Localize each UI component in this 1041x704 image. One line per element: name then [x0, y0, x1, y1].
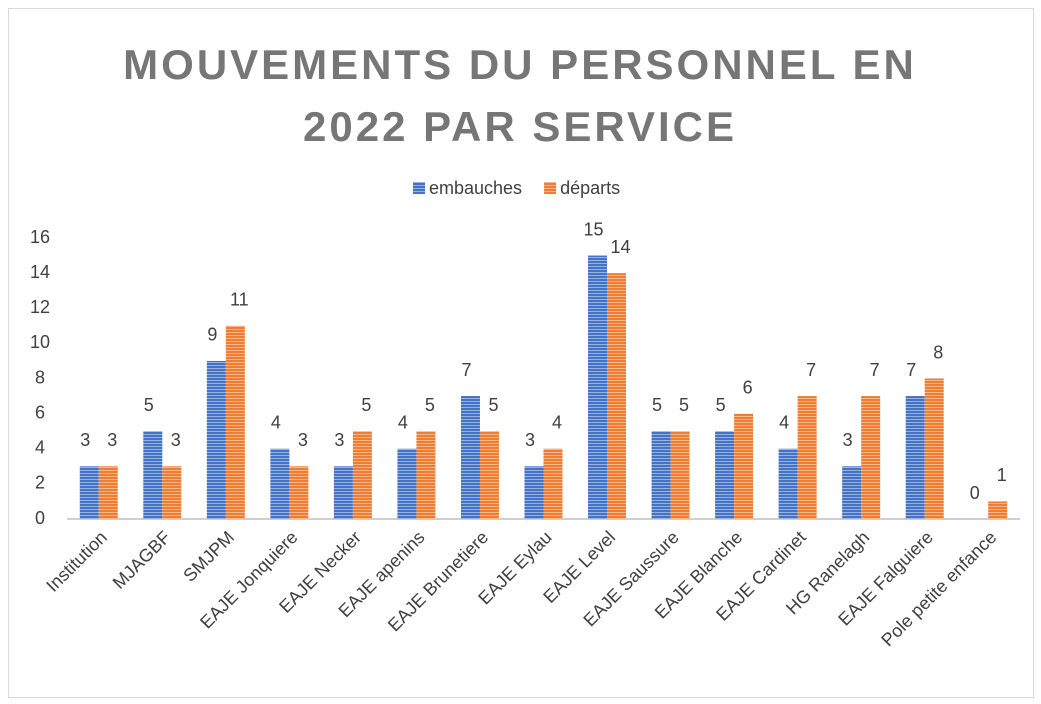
value-label: 7 — [870, 360, 880, 380]
bar — [651, 431, 671, 519]
bar — [479, 431, 499, 519]
value-label: 4 — [779, 413, 789, 433]
bar — [524, 466, 544, 519]
x-tick-label: Institution — [42, 527, 111, 596]
bar — [98, 466, 118, 519]
y-tick-label: 10 — [30, 332, 50, 352]
bar — [607, 273, 627, 519]
y-tick-label: 2 — [35, 473, 45, 493]
value-label: 5 — [652, 395, 662, 415]
bar — [543, 448, 563, 519]
bar — [79, 466, 99, 519]
value-label: 5 — [361, 395, 371, 415]
bar — [670, 431, 690, 519]
value-label: 7 — [806, 360, 816, 380]
y-tick-label: 8 — [35, 367, 45, 387]
value-label: 11 — [230, 290, 249, 310]
legend-swatch — [413, 182, 425, 194]
y-tick-label: 0 — [35, 508, 45, 528]
value-label: 5 — [679, 395, 689, 415]
value-label: 4 — [271, 413, 281, 433]
value-label: 4 — [398, 413, 408, 433]
bar — [270, 448, 290, 519]
bar — [842, 466, 862, 519]
y-tick-label: 14 — [30, 262, 50, 282]
bar — [225, 325, 245, 519]
y-tick-label: 6 — [35, 402, 45, 422]
legend-swatch — [544, 182, 557, 194]
chart-frame — [8, 8, 1034, 698]
x-tick-label: Pole petite enfance — [877, 527, 1000, 650]
value-label: 3 — [171, 430, 181, 450]
value-label: 7 — [906, 360, 916, 380]
value-label: 5 — [144, 395, 154, 415]
bar — [162, 466, 182, 519]
bar — [143, 431, 163, 519]
value-label: 7 — [461, 360, 471, 380]
x-tick-label: SMJPM — [179, 527, 238, 586]
value-label: 5 — [716, 395, 726, 415]
y-tick-label: 12 — [30, 297, 50, 317]
value-label: 3 — [525, 430, 535, 450]
value-label: 3 — [80, 430, 90, 450]
bar — [289, 466, 309, 519]
value-label: 5 — [488, 395, 498, 415]
y-tick-label: 16 — [30, 227, 50, 247]
bar — [397, 448, 417, 519]
value-label: 15 — [584, 219, 604, 239]
bar — [715, 431, 735, 519]
bar — [797, 396, 817, 519]
bar — [924, 378, 944, 519]
bar — [333, 466, 353, 519]
value-label: 4 — [552, 413, 562, 433]
bar — [988, 501, 1008, 519]
x-tick-label: MJAGBF — [109, 527, 175, 593]
bar — [416, 431, 436, 519]
value-label: 3 — [298, 430, 308, 450]
legend-label: départs — [560, 178, 620, 198]
value-label: 14 — [611, 237, 631, 257]
legend-label: embauches — [429, 178, 522, 198]
bar — [352, 431, 372, 519]
value-label: 0 — [970, 483, 980, 503]
value-label: 6 — [743, 377, 753, 397]
value-label: 3 — [334, 430, 344, 450]
value-label: 8 — [933, 342, 943, 362]
y-tick-label: 4 — [35, 438, 45, 458]
bar — [588, 255, 608, 519]
bar — [905, 396, 925, 519]
bar — [734, 413, 754, 519]
bar — [206, 360, 226, 519]
value-label: 3 — [107, 430, 117, 450]
chart-title: MOUVEMENTS DU PERSONNEL EN 2022 PAR SERV… — [123, 41, 917, 150]
value-label: 5 — [425, 395, 435, 415]
value-label: 3 — [843, 430, 853, 450]
value-label: 1 — [997, 465, 1007, 485]
bar — [861, 396, 881, 519]
value-label: 9 — [207, 325, 217, 345]
bar — [778, 448, 798, 519]
bar — [460, 396, 480, 519]
